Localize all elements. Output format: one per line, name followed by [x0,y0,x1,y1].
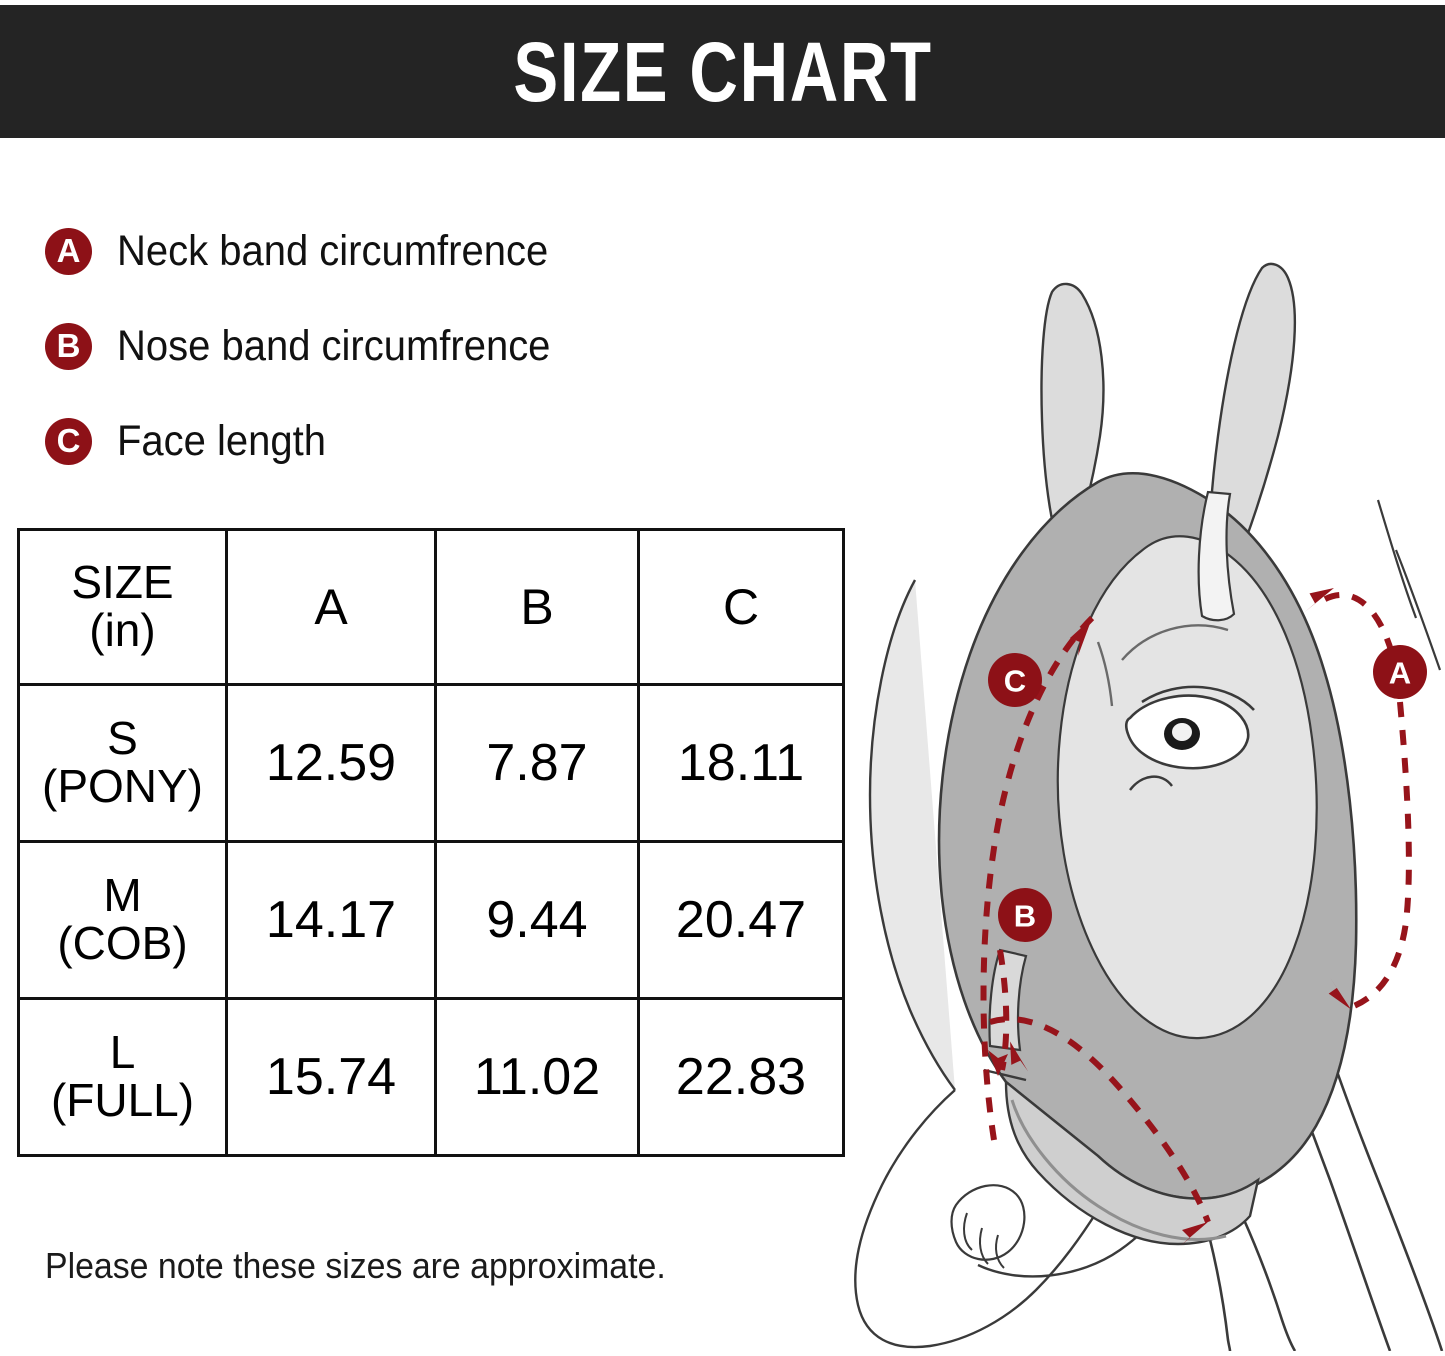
row-label-s-line2: (PONY) [42,760,203,812]
horse-fly-mask-diagram: C B A [830,250,1445,1352]
row-label-s: S (PONY) [17,683,228,843]
measure-line-a-arc [1318,591,1401,681]
column-header-b: B [434,528,640,686]
row-label-l-line1: L [109,1026,136,1079]
row-label-m-line1: M [103,869,142,922]
illustration-marker-a-label: A [1389,656,1411,691]
badge-c-icon: C [45,417,92,465]
illustration-marker-b-label: B [1014,899,1036,934]
cell-m-b: 9.44 [434,840,640,1000]
legend-label-b: Nose band circumfrence [117,321,551,370]
table-row: L (FULL) 15.74 11.02 22.83 [17,997,845,1157]
cell-l-b: 11.02 [434,997,640,1157]
badge-b-icon: B [45,322,92,370]
approximate-sizes-note: Please note these sizes are approximate. [45,1245,666,1286]
row-label-l-line2: (FULL) [50,1074,195,1126]
measure-line-a [1352,701,1412,1009]
measure-line-b [989,1016,1211,1224]
column-header-a: A [225,528,437,686]
table-row: M (COB) 14.17 9.44 20.47 [17,840,845,1000]
measure-line-b-back [997,949,1010,1071]
column-header-size: SIZE (in) [17,528,228,686]
header-bar: SIZE CHART [0,5,1445,138]
cell-m-a: 14.17 [225,840,437,1000]
row-label-m: M (COB) [17,840,228,1000]
table-row: S (PONY) 12.59 7.87 18.11 [17,683,845,843]
illustration-marker-c-label: C [1004,664,1026,699]
row-label-l: L (FULL) [17,997,228,1157]
arrow-a-head-bottom [1328,977,1351,1010]
legend-label-c: Face length [117,416,326,465]
cell-m-c: 20.47 [637,840,845,1000]
table-header-row: SIZE (in) A B C [17,528,845,686]
row-label-m-line2: (COB) [57,917,188,969]
cell-l-c: 22.83 [637,997,845,1157]
fly-mask [937,472,1358,1200]
legend-item-a: A Neck band circumfrence [45,215,745,287]
row-label-s-line1: S [107,712,138,765]
size-table: SIZE (in) A B C S (PONY) 12.59 7.87 18.1… [17,528,845,1157]
cell-s-b: 7.87 [434,683,640,843]
page-title: SIZE CHART [512,24,933,119]
column-header-size-line1: SIZE [71,556,174,609]
horse-eye [1096,624,1255,791]
arrow-b-head-left [988,1050,1008,1076]
arrow-b-head-bottom [1180,1222,1208,1246]
cell-s-a: 12.59 [225,683,437,843]
legend-label-a: Neck band circumfrence [117,226,549,275]
cell-l-a: 15.74 [225,997,437,1157]
nose-band-cuff [983,948,1260,1246]
measure-line-c [980,615,1095,1141]
measurement-lines [980,591,1412,1224]
cell-s-c: 18.11 [637,683,845,843]
illustration-marker-b: B [998,888,1052,942]
column-header-c: C [637,528,845,686]
illustration-marker-a: A [1373,645,1427,699]
arrow-c-head [1070,618,1092,656]
legend-item-c: C Face length [45,405,745,477]
column-header-size-line2: (in) [89,604,156,656]
badge-a-icon: A [45,227,92,275]
legend-item-b: B Nose band circumfrence [45,310,745,382]
illustration-marker-c: C [988,653,1042,707]
legend-list: A Neck band circumfrence B Nose band cir… [45,215,745,500]
